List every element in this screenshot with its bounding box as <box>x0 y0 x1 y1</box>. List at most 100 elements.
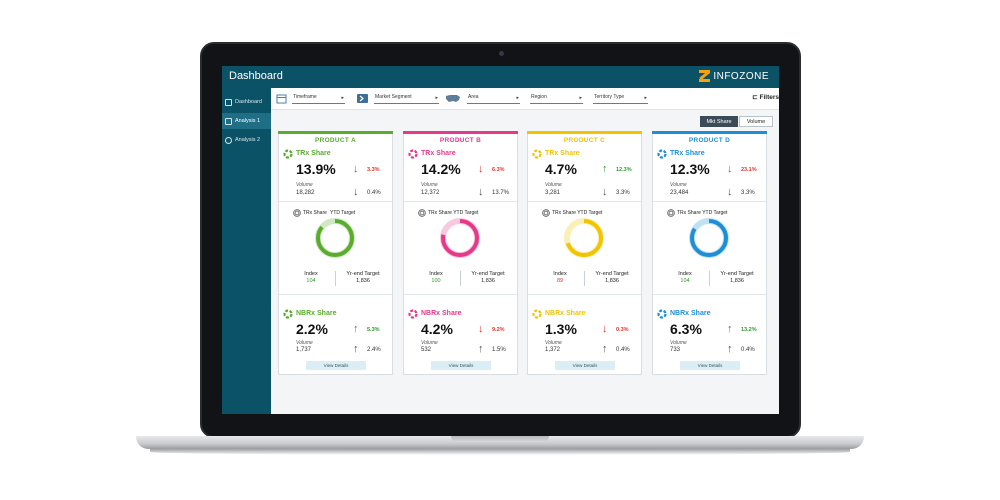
trx-change-arrow-icon: ↓ <box>353 163 359 175</box>
sidebar-item-analysis-2[interactable]: Analysis 2 <box>222 132 271 148</box>
trx-share-icon <box>532 149 542 159</box>
trx-share-ytd-label: TRx Share YTD Target <box>428 210 479 216</box>
view-details-button[interactable]: View Details <box>431 361 491 370</box>
filter-bar: Timeframe ▸ Market Segment ▸ Area ▸ Region ▸… <box>271 88 779 110</box>
nbrx-volume-arrow-icon: ↑ <box>353 343 359 355</box>
trx-volume-label: Volume <box>670 182 687 188</box>
product-title: PRODUCT C <box>563 137 606 144</box>
gauge-fill <box>690 219 728 257</box>
mkt-share-toggle[interactable]: Mkt Share <box>700 116 738 127</box>
timeframe-label: Timeframe <box>293 94 317 100</box>
territory-type-label: Territory Type <box>594 94 625 100</box>
section-divider <box>279 294 392 295</box>
section-divider <box>528 201 641 202</box>
filters-button[interactable]: ⊏ Filters <box>752 93 779 101</box>
nbrx-volume-label: Volume <box>670 340 687 346</box>
card-accent-stripe <box>403 131 518 134</box>
nbrx-share-label: NBRx Share <box>545 310 586 317</box>
chart-icon <box>225 117 232 125</box>
trx-change-arrow-icon: ↑ <box>602 163 608 175</box>
nbrx-share-label: NBRx Share <box>296 310 337 317</box>
trx-volume-value: 3,281 <box>545 190 561 196</box>
index-label: Index <box>553 271 567 277</box>
camera-icon <box>499 51 504 56</box>
trx-volume-change: 3.3% <box>616 190 630 196</box>
market-segment-dropdown[interactable]: Market Segment ▸ <box>374 94 439 104</box>
screen: Dashboard INFOZONE Dashboard Analysis 1 <box>222 66 779 414</box>
trx-share-value: 12.3% <box>670 161 710 177</box>
nbrx-share-label: NBRx Share <box>421 310 462 317</box>
header-bar: Dashboard INFOZONE <box>222 66 779 88</box>
sidebar-item-analysis-1[interactable]: Analysis 1 <box>222 113 271 129</box>
yr-end-target-label: Yr-end Target <box>346 271 380 277</box>
sidebar-item-dashboard[interactable]: Dashboard <box>222 94 271 110</box>
sidebar: Dashboard Analysis 1 Analysis 2 <box>222 88 271 414</box>
volume-toggle[interactable]: Volume <box>739 116 773 127</box>
ytd-target-gauge <box>564 218 604 258</box>
gauge-divider <box>709 271 710 286</box>
page-title: Dashboard <box>229 70 283 82</box>
nbrx-share-icon <box>283 309 293 319</box>
yr-end-target-label: Yr-end Target <box>471 271 505 277</box>
trx-share-label: TRx Share <box>296 150 331 157</box>
trx-volume-label: Volume <box>296 182 313 188</box>
nbrx-volume-change: 2.4% <box>367 347 381 353</box>
target-icon <box>293 209 301 217</box>
gauge-divider <box>460 271 461 286</box>
trx-change-value: 12.3% <box>616 167 632 173</box>
view-details-button[interactable]: View Details <box>555 361 615 370</box>
area-dropdown[interactable]: Area ▸ <box>467 94 520 104</box>
trx-volume-arrow-icon: ↓ <box>602 186 608 198</box>
nbrx-change-arrow-icon: ↑ <box>727 323 733 335</box>
nbrx-change-value: 9.2% <box>492 327 505 333</box>
nbrx-volume-value: 532 <box>421 347 432 353</box>
laptop-shadow <box>150 449 850 455</box>
yr-end-target-label: Yr-end Target <box>720 271 754 277</box>
us-map-icon <box>446 95 460 102</box>
nbrx-share-icon <box>408 309 418 319</box>
filter-icon: ⊏ <box>752 94 758 101</box>
trx-change-value: 6.3% <box>492 167 505 173</box>
nbrx-share-label: NBRx Share <box>670 310 711 317</box>
gauge-fill <box>441 219 479 257</box>
nbrx-volume-arrow-icon: ↑ <box>602 343 608 355</box>
section-divider <box>653 294 766 295</box>
target-icon <box>667 209 675 217</box>
region-dropdown[interactable]: Region ▸ <box>530 94 583 104</box>
yr-end-target-value: 1,836 <box>605 278 619 284</box>
nbrx-share-icon <box>532 309 542 319</box>
territory-type-dropdown[interactable]: Territory Type ▸ <box>593 94 648 104</box>
index-label: Index <box>304 271 318 277</box>
nbrx-change-arrow-icon: ↓ <box>602 323 608 335</box>
view-details-button[interactable]: View Details <box>680 361 740 370</box>
laptop-base <box>136 436 864 449</box>
card-accent-stripe <box>527 131 642 134</box>
trx-share-label: TRx Share <box>670 150 705 157</box>
index-value: 104 <box>680 278 690 284</box>
nbrx-volume-label: Volume <box>545 340 562 346</box>
timeframe-dropdown[interactable]: Timeframe ▸ <box>292 94 345 104</box>
index-label: Index <box>429 271 443 277</box>
nbrx-change-value: 0.3% <box>616 327 629 333</box>
index-value: 89 <box>556 278 564 284</box>
brand-name: INFOZONE <box>713 70 769 82</box>
grid-icon <box>225 98 232 106</box>
sidebar-item-label: Analysis 2 <box>235 137 261 143</box>
gauge-fill <box>565 219 603 257</box>
section-divider <box>528 294 641 295</box>
nbrx-change-arrow-icon: ↑ <box>353 323 359 335</box>
target-icon <box>542 209 550 217</box>
index-value: 104 <box>306 278 316 284</box>
view-details-button[interactable]: View Details <box>306 361 366 370</box>
trx-volume-value: 12,372 <box>421 190 440 196</box>
gauge-icon <box>225 136 232 144</box>
card-accent-stripe <box>278 131 393 134</box>
section-divider <box>404 201 517 202</box>
trx-volume-change: 13.7% <box>492 190 510 196</box>
area-label: Area <box>468 94 479 100</box>
yr-end-target-value: 1,836 <box>356 278 370 284</box>
trx-volume-label: Volume <box>545 182 562 188</box>
trx-share-ytd-label: TRx Share YTD Target <box>677 210 728 216</box>
trx-share-value: 14.2% <box>421 161 461 177</box>
gauge-divider <box>584 271 585 286</box>
